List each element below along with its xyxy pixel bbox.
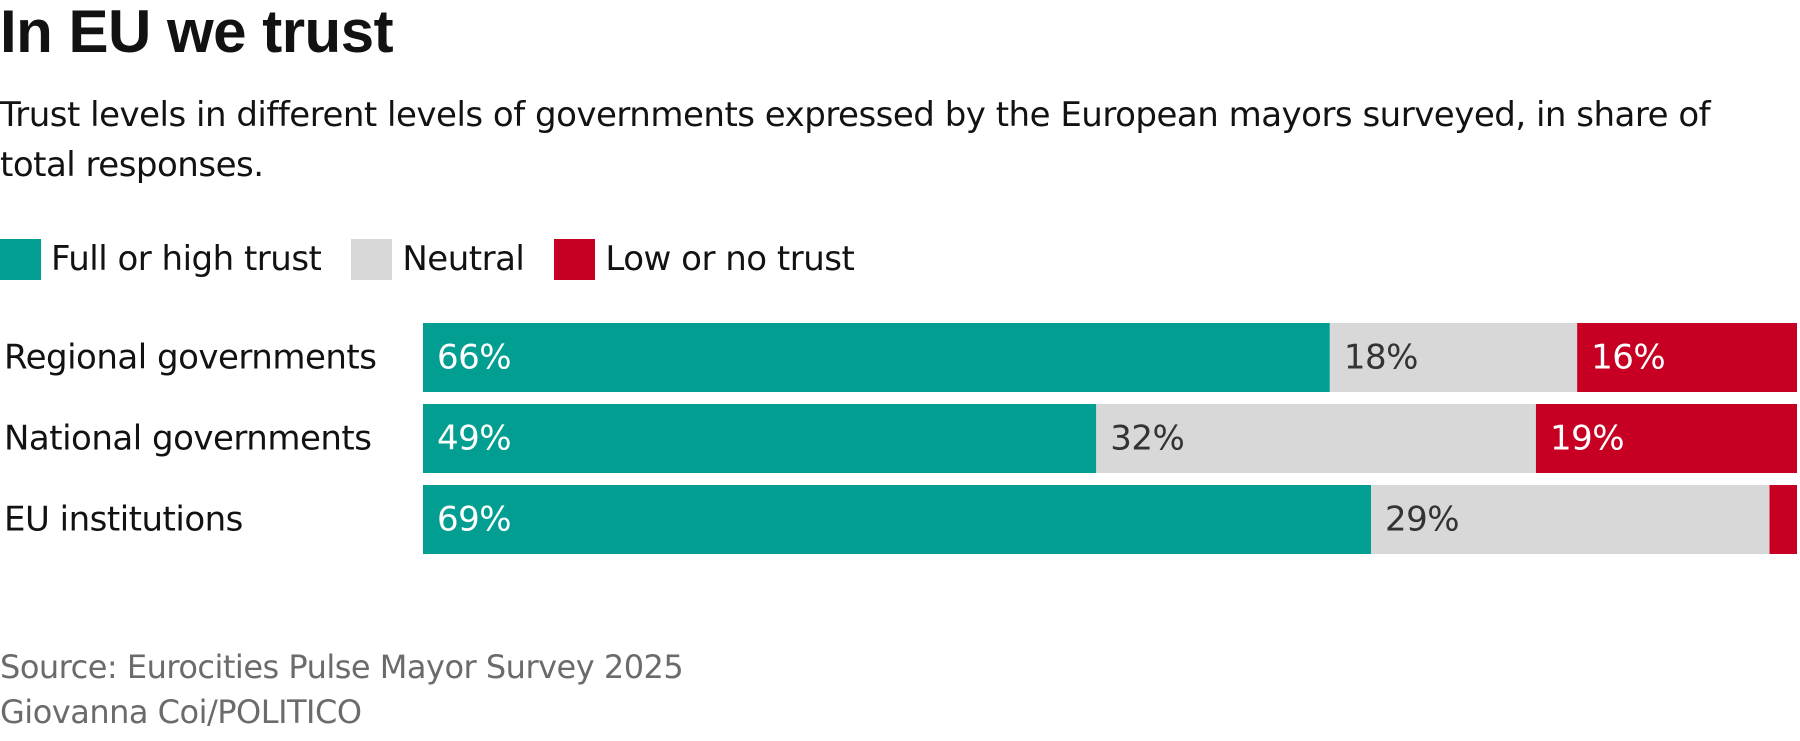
legend-item-full-or-high-trust: Full or high trust — [0, 238, 322, 280]
chart-subtitle: Trust levels in different levels of gove… — [0, 95, 1711, 185]
bar-full-or-high-trust-national-governments — [423, 404, 1097, 473]
data-label-low-or-no-trust-regional-governments: 16% — [1591, 338, 1665, 378]
legend-swatch-full-or-high-trust — [0, 238, 41, 280]
bar-full-or-high-trust-regional-governments — [423, 323, 1330, 392]
data-label-neutral-eu-institutions: 29% — [1385, 500, 1459, 540]
data-label-neutral-national-governments: 32% — [1110, 419, 1184, 459]
bar-neutral-regional-governments — [1329, 323, 1578, 392]
data-label-low-or-no-trust-national-governments: 19% — [1550, 419, 1624, 459]
chart-footer: Source: Eurocities Pulse Mayor Survey 20… — [0, 645, 684, 735]
data-label-full-or-high-trust-eu-institutions: 69% — [437, 500, 511, 540]
legend-label-low-or-no-trust: Low or no trust — [605, 239, 855, 279]
bar-neutral-national-governments — [1096, 404, 1536, 473]
source-note: Source: Eurocities Pulse Mayor Survey 20… — [0, 648, 684, 686]
stacked-bar-chart: Regional governments 66% 18% 16% National go… — [4, 323, 1797, 554]
row-label-eu-institutions: EU institutions — [4, 500, 243, 540]
legend-swatch-neutral — [351, 238, 393, 280]
data-label-full-or-high-trust-national-governments: 49% — [437, 419, 511, 459]
bar-full-or-high-trust-eu-institutions — [423, 485, 1372, 554]
bar-low-or-no-trust-national-governments — [1535, 404, 1797, 473]
row-label-regional-governments: Regional governments — [4, 338, 376, 378]
bar-low-or-no-trust-regional-governments — [1577, 323, 1797, 392]
data-label-full-or-high-trust-regional-governments: 66% — [437, 338, 511, 378]
chart-title: In EU we trust — [0, 0, 394, 65]
row-label-national-governments: National governments — [4, 419, 371, 459]
data-label-neutral-regional-governments: 18% — [1344, 338, 1418, 378]
legend-item-neutral: Neutral — [351, 238, 525, 280]
legend-item-low-or-no-trust: Low or no trust — [554, 238, 855, 280]
legend: Full or high trust Neutral Low or no tru… — [0, 238, 884, 280]
legend-label-full-or-high-trust: Full or high trust — [51, 239, 322, 279]
legend-swatch-low-or-no-trust — [554, 238, 596, 280]
legend-label-neutral: Neutral — [402, 239, 525, 279]
bar-neutral-eu-institutions — [1371, 485, 1770, 554]
bar-low-or-no-trust-eu-institutions — [1769, 485, 1797, 554]
credit-note: Giovanna Coi/POLITICO — [0, 693, 362, 731]
